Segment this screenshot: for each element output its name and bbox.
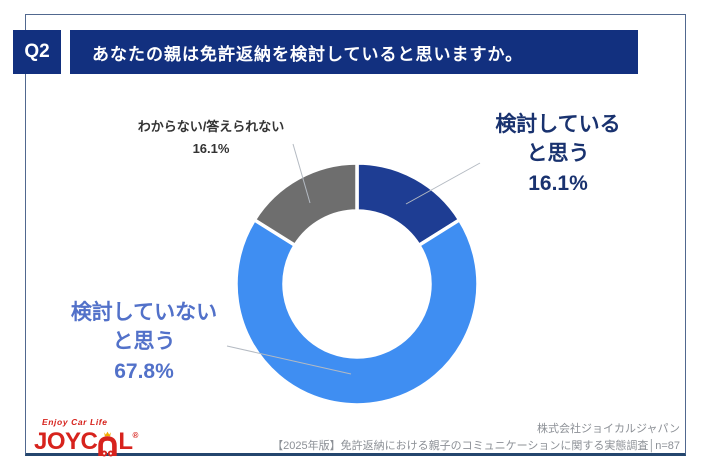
survey-credit: 【2025年版】免許返納における親子のコミュニケーションに関する実態調査│n=8… bbox=[272, 440, 680, 453]
car-a-icon bbox=[98, 431, 118, 457]
registered-mark: ® bbox=[132, 431, 139, 440]
label-unknown-text: わからない/答えられない bbox=[137, 119, 285, 134]
question-number: Q2 bbox=[24, 41, 50, 62]
company-credit: 株式会社ジョイカルジャパン bbox=[537, 423, 680, 435]
car-wheel-left-hub bbox=[103, 452, 106, 455]
car-wheel-right-hub bbox=[110, 452, 113, 455]
donut-slice-2[interactable] bbox=[252, 161, 359, 248]
crown-icon bbox=[104, 431, 112, 437]
leader-line-unknown bbox=[292, 143, 311, 204]
label-considering: 検討している と思う 16.1% bbox=[462, 110, 654, 198]
car-body bbox=[98, 436, 118, 456]
leader-line-considering bbox=[405, 162, 481, 205]
logo-brand-prefix: JOYC bbox=[34, 428, 98, 455]
question-title-bar: あなたの親は免許返納を検討していると思いますか。 bbox=[70, 30, 638, 74]
label-considering-value: 16.1% bbox=[528, 171, 588, 195]
label-considering-text1: 検討している bbox=[495, 113, 621, 136]
logo-brand-suffix: L bbox=[118, 428, 133, 455]
question-title: あなたの親は免許返納を検討していると思いますか。 bbox=[92, 44, 524, 64]
label-unknown-value: 16.1% bbox=[192, 141, 230, 157]
logo-brand: JOYC L ® bbox=[34, 428, 139, 457]
leader-line-not-considering bbox=[226, 345, 352, 375]
question-number-badge: Q2 bbox=[13, 30, 61, 74]
label-not-considering: 検討していない と思う 67.8% bbox=[46, 298, 242, 386]
donut-slice-1[interactable] bbox=[234, 218, 480, 407]
logo-tagline: Enjoy Car Life bbox=[42, 417, 108, 427]
label-not-considering-value: 67.8% bbox=[114, 359, 174, 383]
label-unknown: わからない/答えられない 16.1% bbox=[96, 116, 326, 160]
survey-credit-block: 株式会社ジョイカルジャパン 【2025年版】免許返納における親子のコミュニケーシ… bbox=[272, 421, 680, 455]
label-not-considering-text1: 検討していない bbox=[70, 301, 218, 324]
joycal-logo: Enjoy Car Life JOYC L ® bbox=[34, 417, 139, 457]
label-not-considering-text2: と思う bbox=[112, 330, 176, 354]
label-considering-text2: と思う bbox=[526, 142, 590, 166]
